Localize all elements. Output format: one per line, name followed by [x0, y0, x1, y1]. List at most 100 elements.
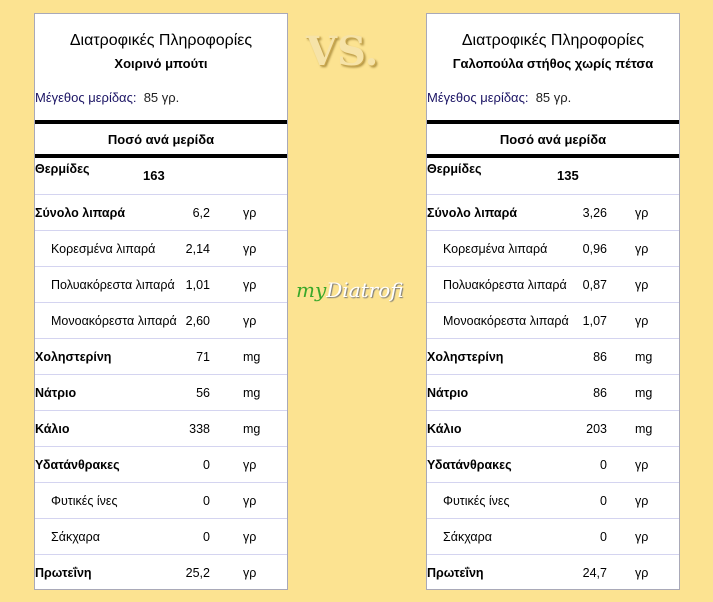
- nutrient-name: Μονοακόρεστα λιπαρά: [51, 314, 177, 328]
- nutrient-value: 3,26: [582, 206, 607, 220]
- nutrient-name: Φυτικές ίνες: [51, 494, 118, 508]
- panel-title: Διατροφικές Πληροφορίες: [461, 32, 645, 49]
- nutrient-name: Κορεσμένα λιπαρά: [51, 242, 156, 256]
- nutrient-row: Πολυακόρεστα λιπαρά 0,87 γρ: [427, 266, 679, 303]
- nutrient-row: Υδατάνθρακες 0 γρ: [35, 446, 287, 483]
- nutrient-name: Νάτριο: [35, 386, 77, 400]
- nutrient-unit: γρ: [243, 278, 257, 292]
- nutrient-row: Μονοακόρεστα λιπαρά 2,60 γρ: [35, 302, 287, 339]
- nutrient-name: Χοληστερίνη: [427, 350, 504, 364]
- nutrient-row: Χοληστερίνη 71 mg: [35, 338, 287, 375]
- nutrient-value: 0,87: [582, 278, 607, 292]
- nutrient-name: Σύνολο λιπαρά: [427, 206, 518, 220]
- nutrient-row: Κάλιο 338 mg: [35, 410, 287, 447]
- nutrient-unit: γρ: [635, 530, 649, 544]
- nutrient-unit: γρ: [635, 242, 649, 256]
- divider: [35, 154, 287, 158]
- nutrition-panel-left: Διατροφικές Πληροφορίες Χοιρινό μπούτι Μ…: [34, 13, 288, 590]
- serving-size-label: Μέγεθος μερίδας:: [35, 90, 137, 105]
- serving-size-value: 85 γρ.: [535, 90, 572, 105]
- nutrient-unit: mg: [635, 422, 653, 436]
- nutrient-value: 56: [196, 386, 210, 400]
- nutrient-unit: γρ: [243, 566, 257, 580]
- nutrient-row: Νάτριο 86 mg: [427, 374, 679, 411]
- serving-size: Μέγεθος μερίδας: 85 γρ.: [427, 90, 571, 105]
- nutrient-name: Φυτικές ίνες: [443, 494, 510, 508]
- nutrient-row: Πρωτεΐνη 24,7 γρ: [427, 554, 679, 591]
- nutrient-unit: γρ: [635, 278, 649, 292]
- nutrient-row: Κορεσμένα λιπαρά 0,96 γρ: [427, 230, 679, 267]
- nutrient-row: Σύνολο λιπαρά 3,26 γρ: [427, 194, 679, 231]
- nutrient-name: Θερμίδες: [427, 162, 482, 176]
- nutrient-value: 0: [600, 458, 607, 472]
- serving-size: Μέγεθος μερίδας: 85 γρ.: [35, 90, 179, 105]
- nutrient-unit: γρ: [243, 458, 257, 472]
- nutrient-value: 25,2: [185, 566, 210, 580]
- nutrient-value: 24,7: [582, 566, 607, 580]
- nutrient-name: Πρωτεΐνη: [427, 566, 484, 580]
- nutrient-unit: mg: [635, 386, 653, 400]
- nutrient-unit: γρ: [635, 314, 649, 328]
- serving-size-value: 85 γρ.: [143, 90, 180, 105]
- logo-diatrofi: Diatrofi: [326, 278, 404, 302]
- divider: [35, 120, 287, 124]
- nutrient-value: 338: [189, 422, 210, 436]
- nutrient-value: 2,14: [185, 242, 210, 256]
- nutrient-row: Νάτριο 56 mg: [35, 374, 287, 411]
- nutrient-name: Υδατάνθρακες: [427, 458, 512, 472]
- nutrient-value: 1,07: [582, 314, 607, 328]
- nutrient-name: Κάλιο: [35, 422, 70, 436]
- nutrient-row: Φυτικές ίνες 0 γρ: [427, 482, 679, 519]
- nutrient-value: 86: [593, 350, 607, 364]
- food-name: Γαλοπούλα στήθος χωρίς πέτσα: [452, 56, 654, 71]
- nutrient-unit: γρ: [635, 494, 649, 508]
- nutrient-name: Σύνολο λιπαρά: [35, 206, 126, 220]
- nutrient-unit: mg: [243, 422, 261, 436]
- nutrient-unit: mg: [635, 350, 653, 364]
- nutrient-value: 0: [600, 530, 607, 544]
- nutrient-unit: mg: [243, 350, 261, 364]
- nutrient-row: Χοληστερίνη 86 mg: [427, 338, 679, 375]
- nutrient-value: 0,96: [582, 242, 607, 256]
- nutrient-row: Μονοακόρεστα λιπαρά 1,07 γρ: [427, 302, 679, 339]
- nutrient-unit: γρ: [243, 494, 257, 508]
- nutrient-value: 2,60: [185, 314, 210, 328]
- nutrient-row: Θερμίδες 163: [35, 158, 287, 194]
- mydiatrofi-logo: myDiatrofi: [296, 278, 404, 302]
- nutrient-row: Σύνολο λιπαρά 6,2 γρ: [35, 194, 287, 231]
- nutrient-value: 203: [586, 422, 607, 436]
- nutrient-name: Σάκχαρα: [51, 530, 100, 544]
- nutrient-name: Πολυακόρεστα λιπαρά: [51, 278, 175, 292]
- nutrient-unit: γρ: [243, 314, 257, 328]
- nutrient-row: Σάκχαρα 0 γρ: [35, 518, 287, 555]
- nutrient-name: Μονοακόρεστα λιπαρά: [443, 314, 569, 328]
- nutrient-unit: γρ: [635, 206, 649, 220]
- nutrient-row: Σάκχαρα 0 γρ: [427, 518, 679, 555]
- nutrient-value: 1,01: [185, 278, 210, 292]
- nutrient-row: Πρωτεΐνη 25,2 γρ: [35, 554, 287, 591]
- divider: [427, 154, 679, 158]
- nutrient-name: Χοληστερίνη: [35, 350, 112, 364]
- nutrient-value: 0: [203, 494, 210, 508]
- nutrient-name: Κορεσμένα λιπαρά: [443, 242, 548, 256]
- food-name: Χοιρινό μπούτι: [114, 56, 208, 71]
- nutrient-row: Υδατάνθρακες 0 γρ: [427, 446, 679, 483]
- nutrient-name: Κάλιο: [427, 422, 462, 436]
- nutrient-row: Κάλιο 203 mg: [427, 410, 679, 447]
- nutrient-row: Φυτικές ίνες 0 γρ: [35, 482, 287, 519]
- nutrient-value: 163: [143, 168, 165, 183]
- nutrient-unit: γρ: [243, 206, 257, 220]
- nutrient-value: 0: [203, 530, 210, 544]
- nutrition-panel-right: Διατροφικές Πληροφορίες Γαλοπούλα στήθος…: [426, 13, 680, 590]
- nutrient-name: Σάκχαρα: [443, 530, 492, 544]
- per-serving-heading: Ποσό ανά μερίδα: [107, 132, 215, 147]
- nutrient-name: Θερμίδες: [35, 162, 90, 176]
- nutrient-value: 71: [196, 350, 210, 364]
- divider: [427, 120, 679, 124]
- serving-size-label: Μέγεθος μερίδας:: [427, 90, 529, 105]
- nutrient-row: Πολυακόρεστα λιπαρά 1,01 γρ: [35, 266, 287, 303]
- nutrient-unit: γρ: [635, 458, 649, 472]
- nutrient-value: 6,2: [192, 206, 210, 220]
- nutrient-unit: γρ: [635, 566, 649, 580]
- logo-my: my: [296, 278, 327, 302]
